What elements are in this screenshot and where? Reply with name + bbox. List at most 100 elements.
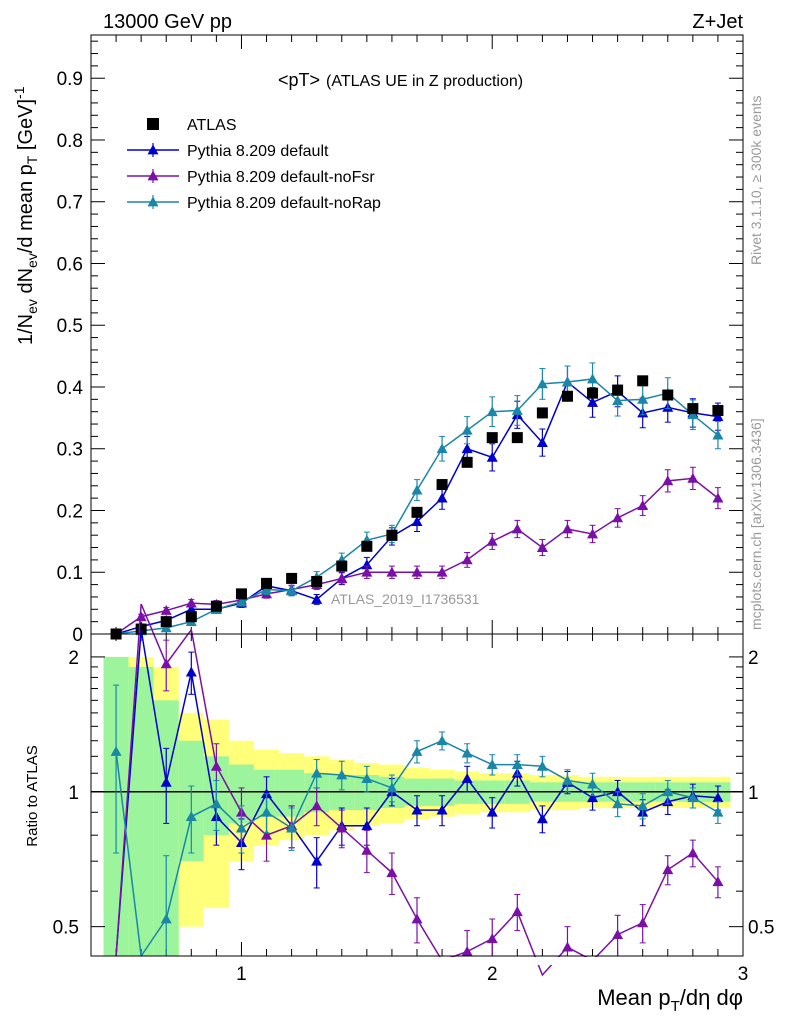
series-marker xyxy=(561,523,573,534)
ratio-tick-label-right: 2 xyxy=(748,648,759,669)
y-tick-label: 0.5 xyxy=(57,316,83,337)
ratio-marker xyxy=(536,813,548,824)
series-marker xyxy=(185,597,197,608)
ratio-marker xyxy=(386,867,398,878)
data-point xyxy=(662,389,674,401)
plot-subtitle: (ATLAS UE in Z production) xyxy=(326,73,523,90)
ratio-marker xyxy=(536,760,548,771)
series-marker xyxy=(160,622,172,633)
legend-label: Pythia 8.209 default xyxy=(187,143,329,160)
series-marker xyxy=(135,611,147,622)
ratio-marker xyxy=(436,804,448,815)
data-point xyxy=(436,479,448,491)
series-marker xyxy=(511,523,523,534)
legend-marker xyxy=(147,196,159,207)
legend-marker-data xyxy=(147,118,159,130)
data-point xyxy=(411,506,423,518)
ratio-marker xyxy=(511,906,523,917)
ratio-marker xyxy=(712,876,724,887)
series-marker xyxy=(461,424,473,435)
ratio-marker xyxy=(361,844,373,855)
ratio-marker xyxy=(286,822,298,833)
ratio-marker xyxy=(235,822,247,833)
series-marker xyxy=(386,566,398,577)
ratio-marker xyxy=(587,778,599,789)
data-point xyxy=(536,407,548,419)
ratio-marker xyxy=(461,747,473,758)
x-axis-label: Mean pT/dη dφ xyxy=(597,985,743,1015)
data-point xyxy=(185,611,197,623)
series-marker xyxy=(486,535,498,546)
ratio-marker xyxy=(486,933,498,944)
ratio-marker xyxy=(336,769,348,780)
series-marker xyxy=(712,492,724,503)
y-tick-label: 0.8 xyxy=(57,131,83,152)
ratio-marker xyxy=(687,847,699,858)
ratio-marker xyxy=(386,782,398,793)
y-tick-label: 0.4 xyxy=(57,378,84,399)
series-marker xyxy=(511,404,523,415)
data-point xyxy=(261,577,273,589)
ratio-marker xyxy=(160,913,172,924)
series-marker xyxy=(687,472,699,483)
ratio-marker xyxy=(336,822,348,833)
data-point xyxy=(361,540,373,552)
data-point xyxy=(511,432,523,444)
series-line-ratio xyxy=(115,751,142,957)
ratio-marker xyxy=(486,806,498,817)
ratio-marker xyxy=(612,929,624,939)
ratio-marker xyxy=(662,864,674,875)
series-marker xyxy=(712,429,724,440)
y-tick-label: 0.7 xyxy=(57,193,83,214)
x-tick-label: 1 xyxy=(236,964,247,985)
y-tick-label: 0.3 xyxy=(57,440,83,461)
data-point xyxy=(612,384,624,396)
series-marker xyxy=(235,596,247,607)
series-marker xyxy=(612,395,624,405)
ratio-marker xyxy=(185,811,197,822)
mcplots-label: mcplots.cern.ch [arXiv:1306.3436] xyxy=(748,418,764,630)
data-point xyxy=(637,375,649,387)
ratio-marker xyxy=(511,759,523,769)
analysis-id: ATLAS_2019_I1736531 xyxy=(331,591,480,607)
series-marker xyxy=(561,376,573,387)
series-marker xyxy=(411,516,423,527)
ratio-marker xyxy=(461,946,473,956)
ratio-panel-series xyxy=(91,603,743,977)
series-marker xyxy=(612,512,624,523)
series-marker xyxy=(311,593,323,604)
series-marker xyxy=(436,443,448,454)
x-tick-label: 2 xyxy=(487,964,498,985)
ratio-marker xyxy=(311,800,323,811)
ratio-tick-label: 0.5 xyxy=(53,918,79,939)
y-axis-label: 1/Nev dNev/d mean pT [GeV]-1 xyxy=(11,86,40,345)
ratio-marker xyxy=(261,829,273,840)
y-tick-label: 0.6 xyxy=(57,254,83,275)
ratio-tick-label: 1 xyxy=(68,783,79,804)
ratio-tick-label-right: 1 xyxy=(748,783,759,804)
series-marker xyxy=(160,605,172,615)
data-point xyxy=(235,588,247,600)
ratio-marker xyxy=(561,941,573,952)
ratio-marker xyxy=(587,792,599,803)
header-right: Z+Jet xyxy=(692,11,743,33)
ratio-band-stat xyxy=(128,666,154,956)
data-point xyxy=(386,529,398,541)
ratio-marker xyxy=(436,735,448,746)
series-marker xyxy=(286,585,298,596)
ratio-marker xyxy=(637,800,649,811)
series-marker xyxy=(536,542,548,552)
data-point xyxy=(486,432,498,444)
data-point xyxy=(286,572,298,584)
series-marker xyxy=(411,484,423,495)
legend: ATLAS Pythia 8.209 default Pythia 8.209 de… xyxy=(127,117,381,212)
series-marker xyxy=(486,406,498,417)
ratio-marker xyxy=(361,773,373,784)
x-tick-label: 3 xyxy=(738,964,749,985)
ratio-marker xyxy=(160,776,172,787)
series-marker xyxy=(461,554,473,565)
series-marker xyxy=(461,443,473,454)
data-point xyxy=(587,387,599,399)
series-marker xyxy=(637,500,649,510)
series-line-main xyxy=(115,477,719,635)
